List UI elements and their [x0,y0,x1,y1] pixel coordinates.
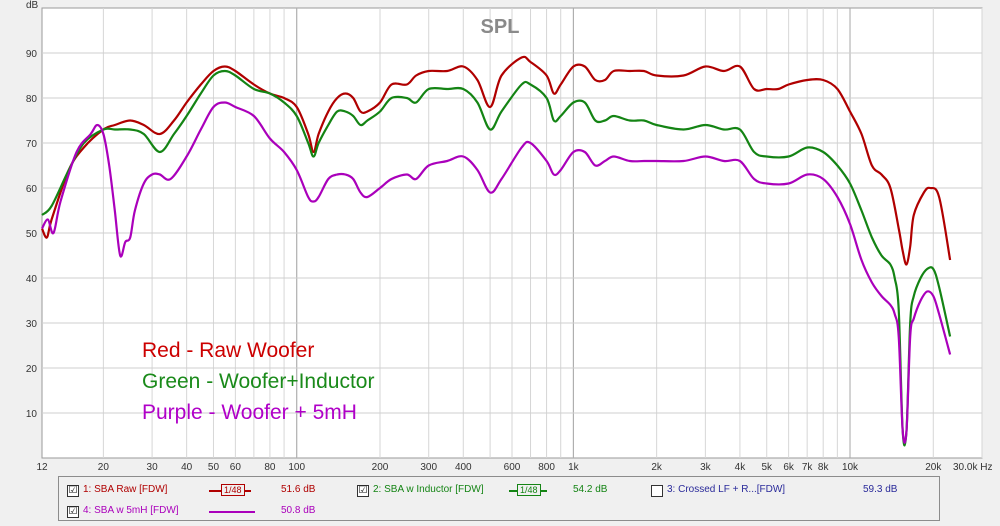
x-tick-label: 8k [818,462,830,473]
x-tick-label: 1k [568,462,580,473]
x-tick-label: 200 [372,462,389,473]
x-tick-label: 600 [504,462,521,473]
smoothing-2[interactable]: 1/48 [517,484,541,496]
y-tick-label: 70 [26,139,38,150]
tick-labels: 10 20 30 40 50 60 70 80 90 12 20 30 40 50 60 80 100 200 30… [26,49,993,473]
annotation-text: Green - Woofer+Inductor [142,370,374,393]
x-tick-label: 60 [230,462,242,473]
x-tick-label: 12 [36,462,48,473]
y-tick-label: 20 [26,364,38,375]
y-axis-label: dB [26,0,39,11]
y-tick-label: 40 [26,274,38,285]
checkbox-1[interactable]: ☑ [67,485,79,497]
x-tick-label: 5k [761,462,773,473]
x-tick-label: 20k [925,462,942,473]
series-line-1 [40,55,952,266]
legend-label-1: 1: SBA Raw [FDW] [83,484,168,495]
x-tick-label: 400 [455,462,472,473]
swatch-4 [209,511,255,513]
annotations: Red - Raw Woofer Green - Woofer+Inductor P… [142,339,374,424]
x-tick-label: 10k [842,462,859,473]
x-tick-label: 300 [420,462,437,473]
x-tick-label: 20 [98,462,110,473]
y-tick-label: 50 [26,229,38,240]
legend-label-4: 4: SBA w 5mH [FDW] [83,505,179,516]
y-tick-label: 80 [26,94,38,105]
smoothing-1[interactable]: 1/48 [221,484,245,496]
x-tick-label: 800 [538,462,555,473]
x-tick-label: 4k [735,462,747,473]
y-tick-label: 90 [26,49,38,60]
checkbox-2[interactable]: ☑ [357,485,369,497]
x-tick-label: 100 [288,462,305,473]
legend-value-1: 51.6 dB [281,484,316,495]
series-group [40,55,952,447]
y-tick-label: 10 [26,409,38,420]
y-tick-label: 60 [26,184,38,195]
checkbox-3[interactable] [651,485,663,497]
series-line-3 [41,101,952,444]
annotation-text: Purple - Woofer + 5mH [142,401,357,424]
legend-value-4: 50.8 dB [281,505,316,516]
spl-chart: 10 20 30 40 50 60 70 80 90 12 20 30 40 50 60 80 100 200 30… [26,0,993,473]
legend-label-3: 3: Crossed LF + R...[FDW] [667,484,786,495]
series-line-2 [41,69,952,447]
grid-lines [42,8,983,458]
y-tick-label: 30 [26,319,38,330]
legend-value-3: 59.3 dB [863,484,898,495]
x-tick-label: 30.0k Hz [953,462,992,473]
x-tick-label: 3k [700,462,712,473]
x-tick-label: 6k [783,462,795,473]
x-tick-label: 30 [147,462,159,473]
x-tick-label: 50 [208,462,220,473]
legend-value-2: 54.2 dB [573,484,608,495]
x-tick-label: 7k [802,462,814,473]
x-tick-label: 80 [264,462,276,473]
legend-label-2: 2: SBA w Inductor [FDW] [373,484,484,495]
chart-title: SPL [481,16,520,38]
checkbox-4[interactable]: ☑ [67,506,79,518]
x-tick-label: 2k [651,462,663,473]
annotation-text: Red - Raw Woofer [142,339,314,362]
legend-bar: ☑ 1: SBA Raw [FDW] 1/48 51.6 dB ☑ 2: SBA… [58,476,940,521]
x-tick-label: 40 [181,462,193,473]
